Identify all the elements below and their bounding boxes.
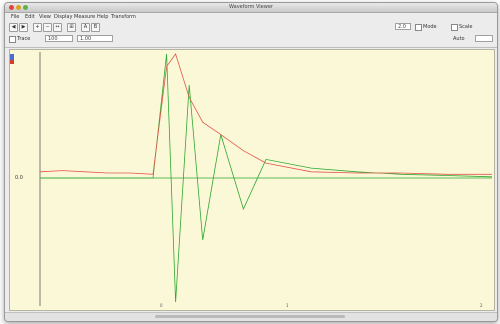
back-button[interactable]: ◀ bbox=[9, 23, 18, 32]
bottom-label-1: 1 bbox=[286, 303, 289, 308]
bottom-label-2: 2 bbox=[480, 303, 483, 308]
menu-measure[interactable]: Measure bbox=[74, 14, 96, 20]
close-icon[interactable] bbox=[9, 5, 14, 10]
forward-button[interactable]: ▶ bbox=[19, 23, 28, 32]
auto-field[interactable] bbox=[475, 35, 493, 42]
zoom-out-button[interactable]: − bbox=[43, 23, 52, 32]
trace-label: Trace bbox=[17, 36, 31, 42]
menu-display[interactable]: Display bbox=[54, 14, 73, 20]
mode-label: Mode bbox=[423, 24, 437, 30]
mode-checkbox[interactable] bbox=[415, 24, 422, 31]
waveform-chart bbox=[39, 52, 493, 306]
channel-b-marker[interactable] bbox=[10, 60, 14, 64]
title-bar: Waveform Viewer bbox=[5, 3, 497, 13]
minimize-icon[interactable] bbox=[16, 5, 21, 10]
top-value-field[interactable]: 2.0 bbox=[395, 23, 411, 30]
cursor-a-button[interactable]: A bbox=[81, 23, 90, 32]
waveform-window: Waveform Viewer File Edit View Display M… bbox=[4, 2, 498, 322]
fit-button[interactable]: ↔ bbox=[53, 23, 62, 32]
y-axis-label: 0.0 bbox=[15, 175, 23, 181]
bottom-label-0: 0 bbox=[160, 303, 163, 308]
cursor-b-button[interactable]: B bbox=[91, 23, 100, 32]
plot-area[interactable]: 0.0 0 1 2 bbox=[9, 49, 495, 311]
scale-checkbox[interactable] bbox=[451, 24, 458, 31]
window-title: Waveform Viewer bbox=[229, 4, 273, 10]
toolbar: ◀ ▶ + − ↔ ⊞ A B Trace 100 1.00 2.0 Mode … bbox=[5, 21, 497, 48]
status-bar bbox=[5, 312, 497, 321]
zoom-in-button[interactable]: + bbox=[33, 23, 42, 32]
menu-transform[interactable]: Transform bbox=[111, 14, 136, 20]
horizontal-scrollbar[interactable] bbox=[155, 315, 345, 318]
auto-label: Auto bbox=[453, 36, 465, 42]
scale-label: Scale bbox=[459, 24, 473, 30]
zoom-icon[interactable] bbox=[23, 5, 28, 10]
right-value-field[interactable]: 1.00 bbox=[77, 35, 113, 42]
left-value-field[interactable]: 100 bbox=[45, 35, 73, 42]
green-trace bbox=[40, 53, 493, 303]
trace-checkbox[interactable] bbox=[9, 36, 16, 43]
menu-edit[interactable]: Edit bbox=[25, 14, 35, 20]
channel-a-marker[interactable] bbox=[10, 54, 14, 60]
menu-file[interactable]: File bbox=[11, 14, 20, 20]
grid-button[interactable]: ⊞ bbox=[67, 23, 76, 32]
menu-view[interactable]: View bbox=[39, 14, 51, 20]
menu-help[interactable]: Help bbox=[97, 14, 109, 20]
red-trace bbox=[39, 53, 492, 175]
